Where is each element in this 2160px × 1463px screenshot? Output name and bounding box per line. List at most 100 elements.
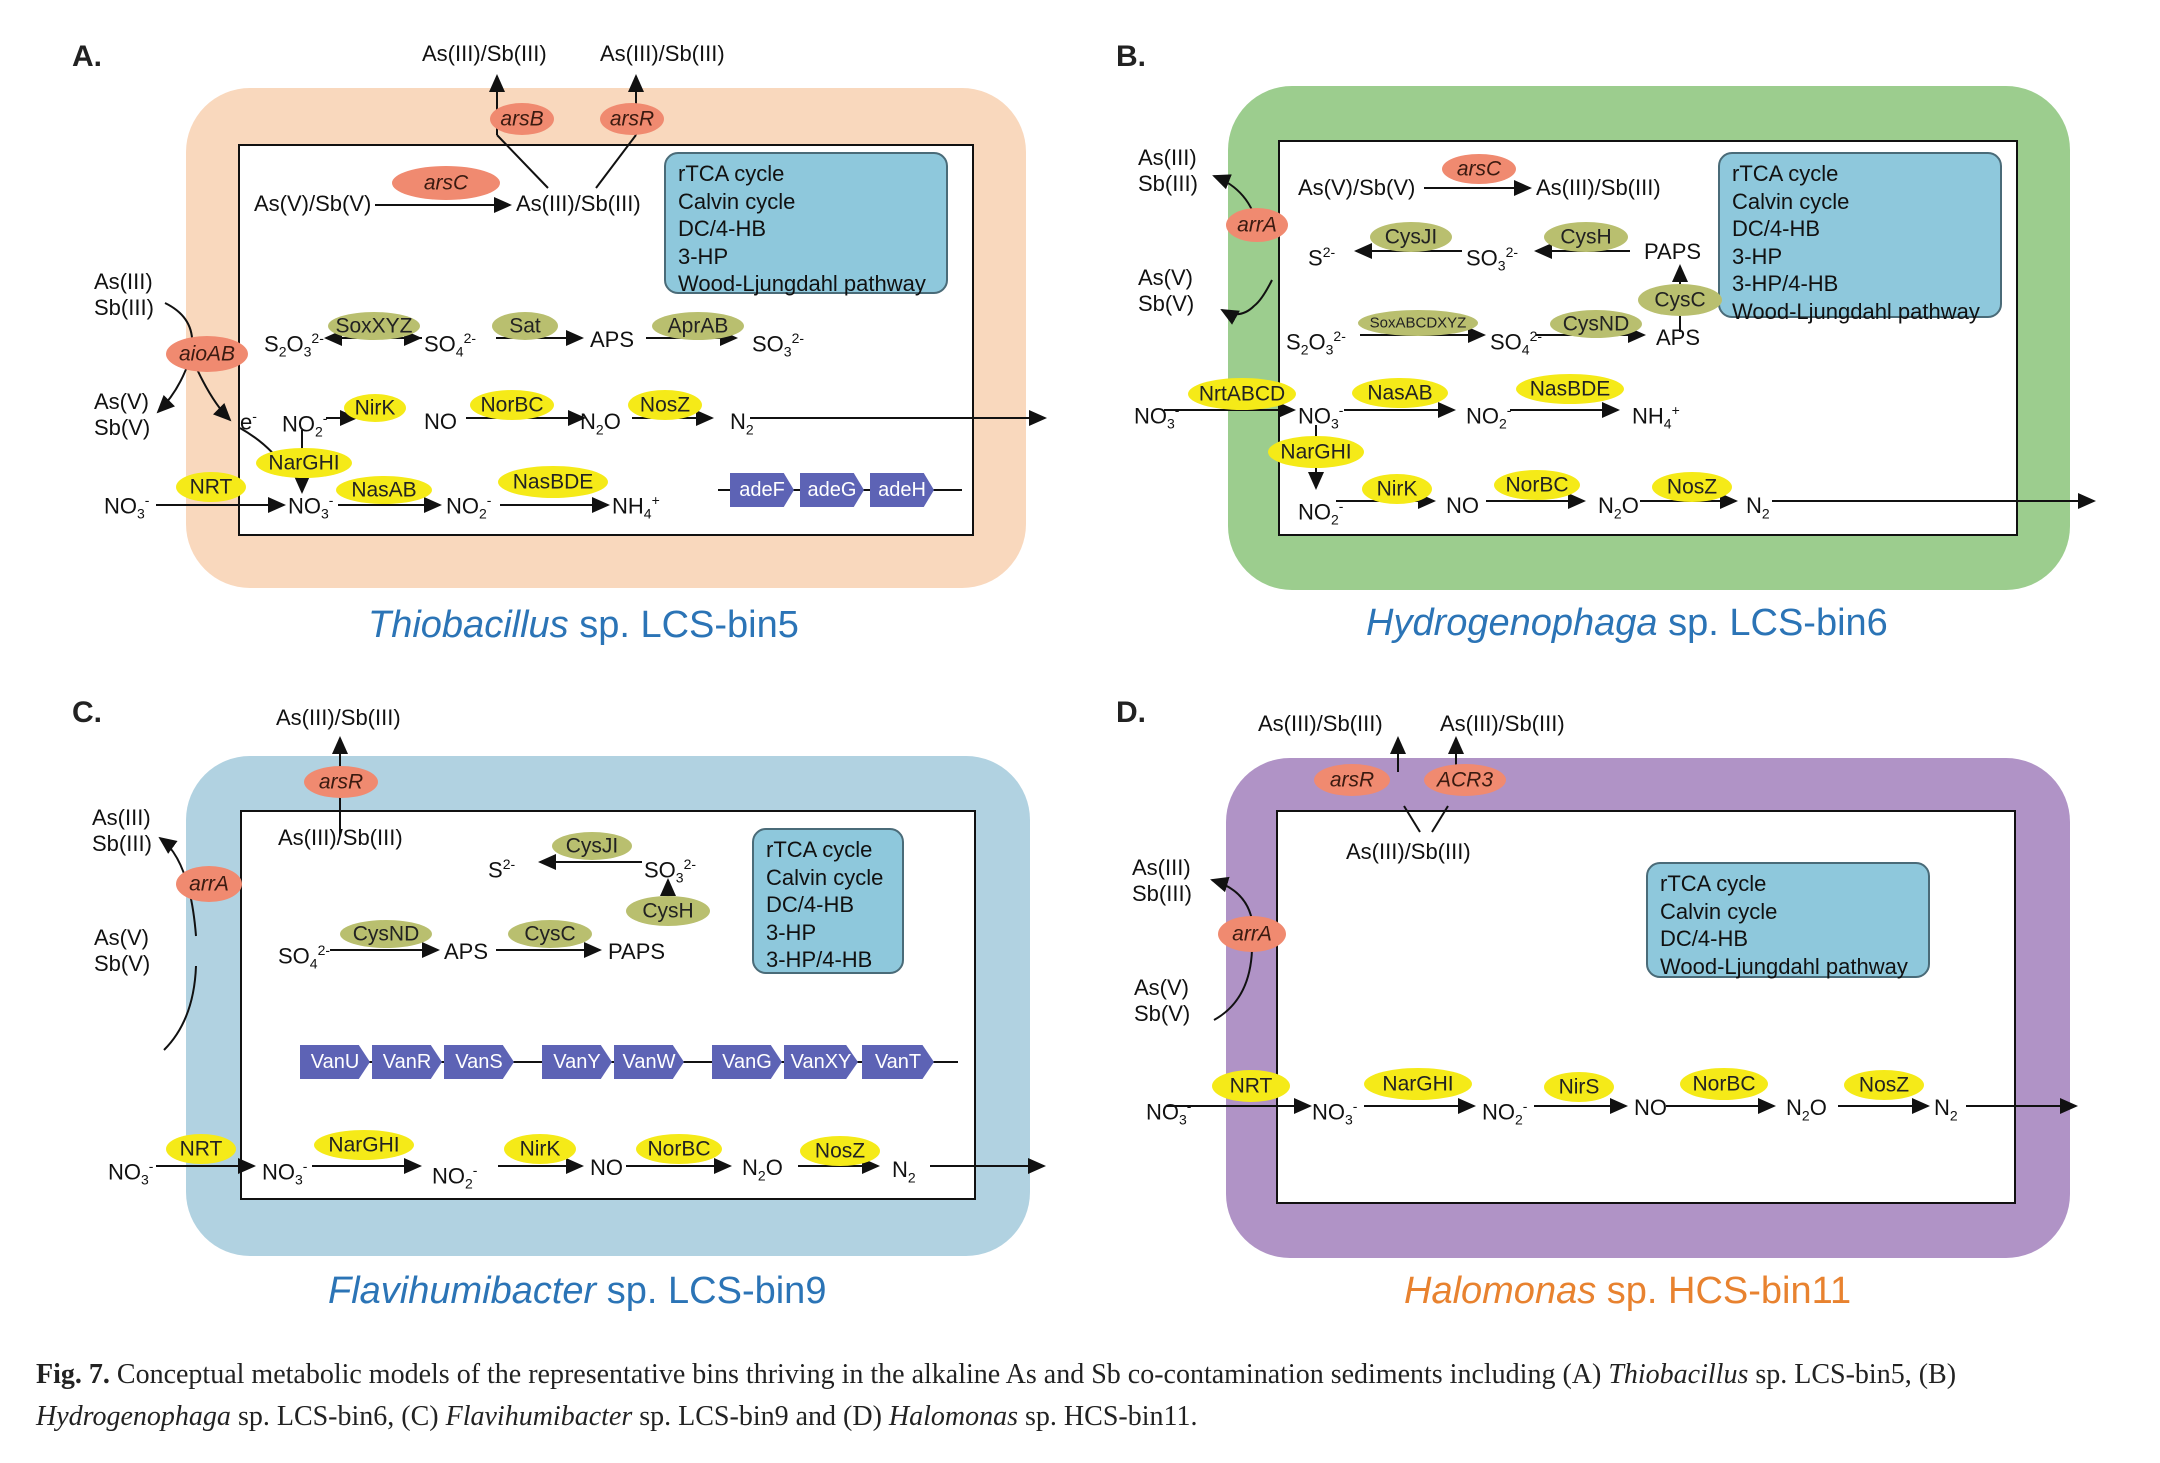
compound-label: SO32-: [644, 856, 697, 886]
enzyme-arsR: arsR: [304, 766, 378, 798]
compound-label: As(III): [1138, 145, 1197, 170]
compound-label: S2O32-: [264, 330, 324, 360]
compound-label: S2-: [1308, 244, 1336, 271]
compound-label: N2O: [742, 1155, 783, 1184]
enzyme-NorBC: NorBC: [636, 1134, 722, 1164]
compound-label: As(III): [92, 805, 151, 830]
compound-label: NO: [424, 409, 457, 434]
compound-label: NH4+: [1632, 402, 1680, 432]
enzyme-AprAB: AprAB: [652, 312, 744, 340]
enzyme-NorBC: NorBC: [1680, 1068, 1768, 1100]
compound-label: NO2-: [282, 410, 328, 440]
enzyme-NarGHI: NarGHI: [1364, 1068, 1472, 1100]
gene-VanU: VanU: [300, 1045, 370, 1079]
enzyme-CysC: CysC: [1638, 284, 1722, 316]
enzyme-CysND: CysND: [1550, 310, 1642, 338]
compound-label: As(III)/Sb(III): [1258, 711, 1383, 736]
gene-adeG: adeG: [800, 473, 864, 507]
enzyme-CysH: CysH: [626, 896, 710, 926]
compound-label: N2O: [1598, 493, 1639, 522]
compound-label: Sb(V): [94, 951, 151, 976]
compound-label: NO3-: [108, 1158, 154, 1188]
enzyme-NRT: NRT: [176, 472, 246, 502]
compound-label: As(III)/Sb(III): [278, 825, 403, 850]
compound-label: As(III)/Sb(III): [276, 705, 401, 730]
organism-caption-c: Flavihumibacter sp. LCS-bin9: [328, 1270, 827, 1312]
organism-caption-d: Halomonas sp. HCS-bin11: [1404, 1270, 1852, 1312]
compound-label: NO3-: [1134, 402, 1180, 432]
panel-label-a: A.: [72, 40, 102, 73]
enzyme-NosZ: NosZ: [1844, 1070, 1924, 1100]
figure-caption: Fig. 7. Conceptual metabolic models of t…: [36, 1359, 1957, 1432]
compound-label: NO2-: [1482, 1098, 1528, 1128]
compound-label: NO: [1446, 493, 1479, 518]
compound-label: As(V)/Sb(V): [1298, 175, 1416, 200]
panel-label-c: C.: [72, 696, 102, 729]
compound-label: N2O: [1786, 1095, 1827, 1124]
enzyme-CysH: CysH: [1544, 222, 1628, 252]
enzyme-NRT: NRT: [166, 1134, 236, 1164]
compound-label: NO3-: [1298, 402, 1344, 432]
compound-label: As(III)/Sb(III): [1440, 711, 1565, 736]
carbon-fixation-box-c: rTCA cycle Calvin cycle DC/4-HB 3-HP 3-HP/4-…: [752, 828, 904, 974]
enzyme-Sat: Sat: [492, 312, 558, 340]
enzyme-NosZ: NosZ: [628, 390, 702, 420]
compound-label: APS: [590, 327, 635, 352]
enzyme-CysC: CysC: [508, 920, 592, 948]
compound-label: As(V)/Sb(V): [254, 191, 372, 216]
gene-adeH: adeH: [870, 473, 934, 507]
enzyme-arsB: arsB: [490, 103, 554, 135]
gene-VanS: VanS: [444, 1045, 514, 1079]
compound-label: NO2-: [446, 492, 492, 522]
compound-label: N2O: [580, 409, 621, 438]
compound-label: NO2-: [432, 1162, 478, 1192]
compound-label: SO42-: [1490, 328, 1543, 358]
enzyme-NasAB: NasAB: [336, 476, 432, 504]
compound-label: NH4+: [612, 492, 660, 522]
enzyme-arsR: arsR: [600, 103, 664, 135]
enzyme-NorBC: NorBC: [470, 390, 554, 420]
compound-label: PAPS: [1644, 239, 1702, 264]
gene-adeF: adeF: [730, 473, 794, 507]
enzyme-arsC: arsC: [392, 166, 500, 200]
enzyme-NosZ: NosZ: [800, 1136, 880, 1166]
enzyme-arrA: arrA: [1226, 208, 1288, 242]
compound-label: As(III)/Sb(III): [1346, 839, 1471, 864]
compound-label: NO: [1634, 1095, 1667, 1120]
enzyme-NorBC: NorBC: [1494, 470, 1580, 500]
enzyme-ACR3: ACR3: [1424, 764, 1506, 796]
compound-label: NO3-: [1146, 1098, 1192, 1128]
compound-label: Sb(III): [1132, 881, 1192, 906]
compound-label: As(III): [1132, 855, 1191, 880]
enzyme-NasBDE: NasBDE: [1516, 374, 1624, 404]
compound-label: SO42-: [278, 942, 331, 972]
compound-label: S2O32-: [1286, 328, 1346, 358]
gene-VanXY: VanXY: [784, 1045, 858, 1079]
compound-label: As(V): [1134, 975, 1189, 1000]
panel-label-d: D.: [1116, 696, 1146, 729]
compound-label: N2: [1746, 493, 1770, 522]
carbon-fixation-box-d: rTCA cycle Calvin cycle DC/4-HB Wood-Ljungd…: [1646, 862, 1930, 979]
enzyme-arrA: arrA: [176, 866, 242, 902]
enzyme-NirK: NirK: [344, 394, 406, 422]
compound-label: As(III)/Sb(III): [516, 191, 641, 216]
gene-VanT: VanT: [862, 1045, 934, 1079]
compound-label: SO32-: [1466, 244, 1519, 274]
enzyme-NrtABCD: NrtABCD: [1188, 378, 1296, 410]
enzyme-NRT: NRT: [1212, 1070, 1290, 1102]
enzyme-arrA: arrA: [1218, 916, 1286, 952]
enzyme-NasBDE: NasBDE: [498, 466, 608, 498]
organism-caption-a: Thiobacillus sp. LCS-bin5: [368, 604, 799, 646]
enzyme-SoxABCDXYZ: SoxABCDXYZ: [1358, 310, 1478, 336]
compound-label: APS: [444, 939, 489, 964]
compound-label: SO32-: [752, 330, 805, 360]
enzyme-NirS: NirS: [1544, 1072, 1614, 1102]
compound-label: N2: [892, 1157, 916, 1186]
enzyme-CysJI: CysJI: [552, 832, 632, 860]
compound-label: NO: [590, 1155, 623, 1180]
electron-label: e-: [240, 408, 257, 435]
enzyme-aioAB: aioAB: [166, 336, 248, 372]
compound-label: NO3-: [104, 492, 150, 522]
compound-label: S2-: [488, 856, 516, 883]
compound-label: NO3-: [1312, 1098, 1358, 1128]
